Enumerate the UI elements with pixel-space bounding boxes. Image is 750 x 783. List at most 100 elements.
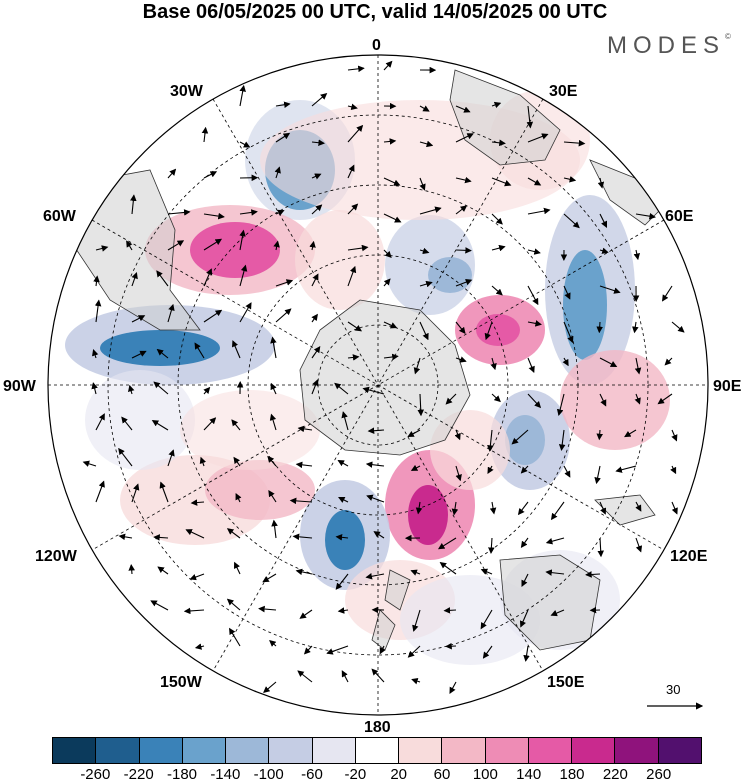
wind-vector [231, 340, 241, 359]
wind-vector [367, 427, 385, 434]
wind-vectors [82, 60, 685, 694]
wind-vector [118, 447, 133, 467]
colorbar-swatch [572, 738, 616, 763]
wind-vector [664, 357, 673, 366]
wind-vector [131, 271, 138, 287]
wind-vector [419, 177, 426, 191]
wind-vector [365, 573, 385, 580]
colorbar-tick-label: -100 [253, 766, 284, 783]
wind-vector [556, 393, 565, 416]
colorbar-tick-label: -260 [80, 766, 111, 783]
wind-vector [156, 348, 169, 359]
colorbar-tick-label: -180 [166, 766, 198, 783]
wind-vector [203, 171, 218, 179]
colorbar-swatch [658, 738, 701, 763]
wind-vector [95, 245, 109, 252]
wind-vector [599, 247, 609, 254]
wind-vector [203, 309, 223, 323]
wind-vector [289, 497, 313, 505]
wind-vector [335, 573, 349, 590]
wind-vector [92, 349, 99, 359]
wind-vector [632, 321, 639, 334]
wind-vector [480, 568, 493, 575]
wind-vector [599, 285, 621, 294]
lon-label-60e: 60E [665, 208, 694, 225]
colorbar-tick-label: -140 [210, 766, 241, 783]
wind-vector [520, 465, 529, 474]
wind-vector [383, 213, 402, 223]
colorbar-swatch [399, 738, 443, 763]
wind-vector [337, 460, 349, 467]
wind-vector [275, 308, 292, 323]
wind-vector [311, 379, 319, 395]
wind-vector [383, 60, 393, 71]
colorbar-tick-label: -20 [344, 766, 367, 783]
wind-vector [347, 65, 365, 73]
wind-vector [633, 249, 640, 261]
colorbar-tick-label: 180 [559, 766, 585, 783]
anomaly-shade [205, 460, 315, 520]
wind-vector [126, 240, 133, 251]
lon-label-150w: 150W [160, 674, 202, 691]
wind-vector [295, 568, 313, 576]
wind-vector [451, 501, 459, 516]
wind-vector [594, 465, 601, 485]
lon-label-120e: 120E [670, 548, 708, 565]
lon-label-90w: 90W [3, 378, 36, 395]
colorbar-swatch [53, 738, 97, 763]
wind-vector [383, 321, 398, 329]
wind-vector [131, 315, 146, 323]
colorbar-swatch [312, 738, 356, 763]
wind-vector [527, 133, 549, 143]
wind-vector [311, 345, 321, 359]
wind-vector [189, 573, 205, 581]
wind-vector [311, 139, 325, 146]
wind-vector [634, 393, 641, 405]
wind-vector [383, 177, 401, 186]
colorbar-swatch [615, 738, 659, 763]
wind-vector [455, 176, 472, 184]
wind-vector [239, 209, 258, 216]
wind-vector [347, 164, 355, 179]
wind-vector [121, 416, 133, 431]
wind-vector [275, 101, 291, 109]
wind-vector [527, 248, 541, 255]
wind-vector [597, 537, 604, 558]
wind-vector [269, 413, 277, 431]
wind-vector [383, 249, 392, 258]
wind-vector [157, 566, 169, 575]
wind-vector [615, 465, 637, 473]
logo-mark: © [725, 32, 731, 41]
lon-label-90e: 90E [713, 378, 742, 395]
wind-vector [167, 168, 177, 179]
wind-vector [128, 384, 135, 395]
wind-vector [231, 419, 241, 431]
lon-label-180: 180 [364, 719, 391, 736]
anomaly-shade [85, 370, 195, 470]
wind-vector [407, 429, 421, 438]
wind-vector [563, 321, 574, 344]
wind-vector [585, 571, 601, 578]
wind-vector [415, 501, 423, 515]
wind-vector [341, 411, 349, 431]
wind-vector [366, 494, 385, 503]
wind-vector [226, 598, 241, 611]
wind-vector [413, 357, 421, 375]
anomaly-shade [325, 510, 365, 570]
wind-vector [371, 668, 385, 683]
wind-vector [671, 501, 678, 515]
map-title: Base 06/05/2025 00 UTC, valid 14/05/2025… [142, 1, 608, 23]
wind-vector [437, 537, 457, 550]
wind-vector [526, 105, 534, 129]
wind-vector [596, 321, 603, 334]
map-boundary [47, 54, 709, 716]
wind-vector [269, 639, 277, 647]
wind-vector [480, 609, 493, 630]
wind-vector [153, 381, 169, 395]
anomaly-shade [180, 390, 320, 470]
wind-vector [383, 353, 399, 361]
wind-vector [297, 670, 313, 683]
lon-label-30w: 30W [170, 83, 203, 100]
wind-vector [491, 393, 501, 403]
anomaly-shade [505, 415, 545, 465]
